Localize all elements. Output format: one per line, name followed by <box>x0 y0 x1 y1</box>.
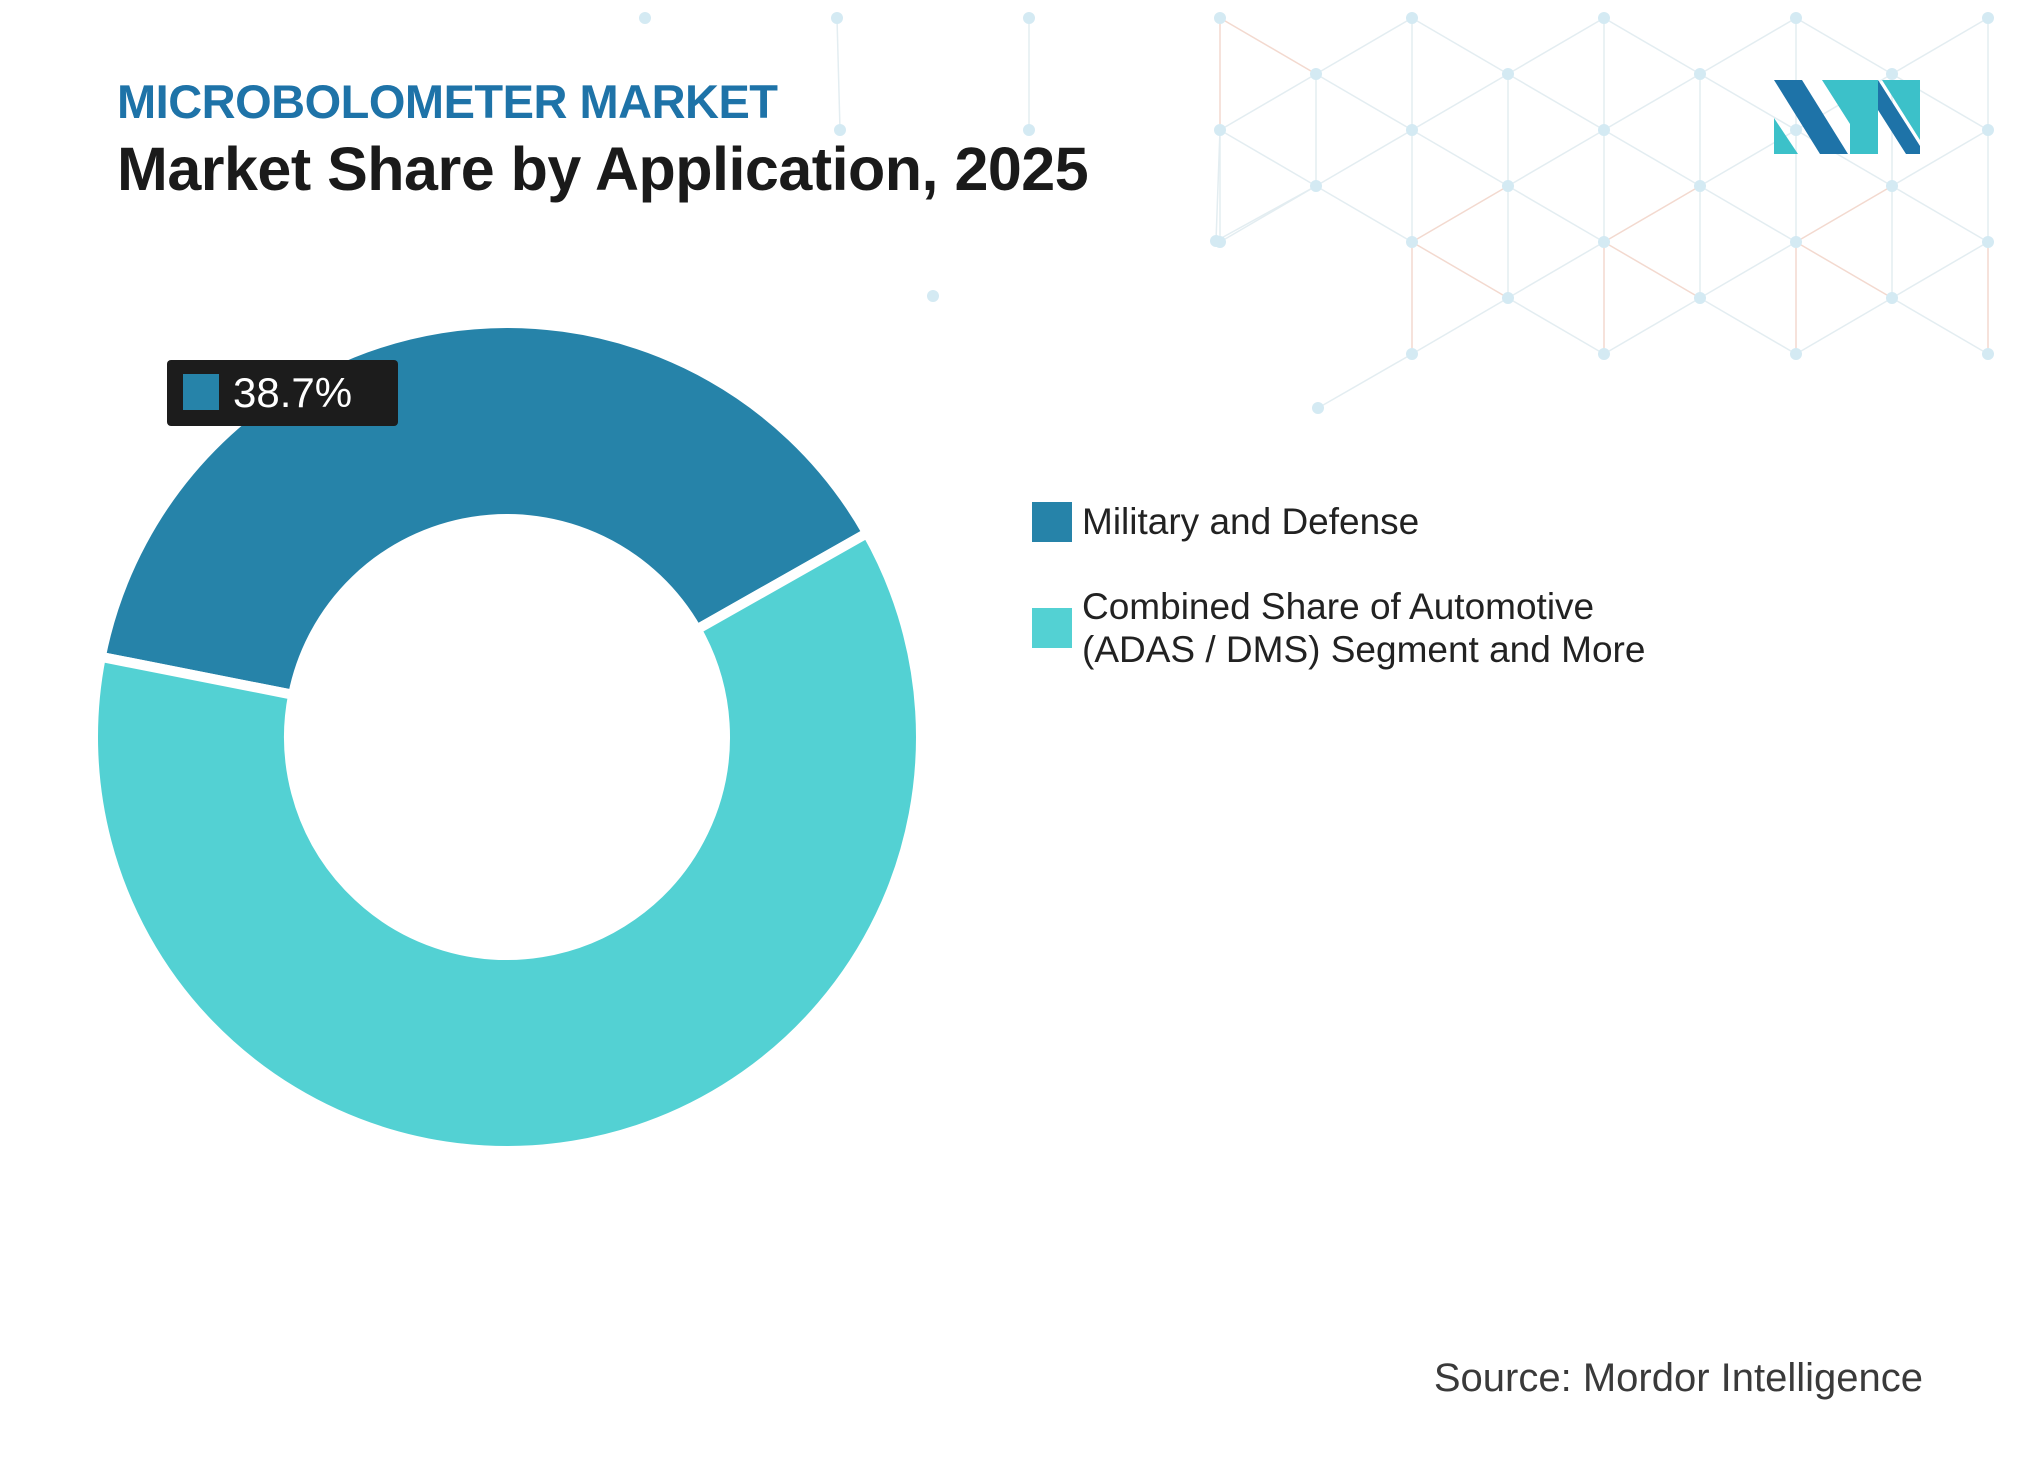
background-line <box>1315 17 1413 75</box>
background-dot <box>1790 348 1802 360</box>
background-line <box>1795 297 1893 355</box>
background-line <box>1215 129 1221 242</box>
mordor-intelligence-logo-icon <box>1774 80 1920 154</box>
background-line <box>1603 297 1701 355</box>
background-line <box>1411 73 1509 131</box>
background-line <box>1795 241 1893 299</box>
background-line <box>1411 185 1509 243</box>
background-line <box>1215 185 1317 242</box>
background-line <box>1699 185 1797 243</box>
background-line <box>1317 353 1413 409</box>
background-line <box>1411 241 1509 299</box>
background-dot <box>1023 124 1035 136</box>
background-line <box>1315 129 1413 187</box>
chart-legend: Military and Defense Combined Share of A… <box>1032 500 1732 713</box>
data-label-swatch <box>183 374 219 410</box>
background-dot <box>1598 12 1610 24</box>
background-line <box>1507 129 1605 187</box>
background-line <box>1891 297 1989 355</box>
background-dot <box>639 12 651 24</box>
background-line <box>1699 73 1797 131</box>
background-line <box>1603 185 1701 243</box>
background-line <box>1411 297 1509 355</box>
background-dot <box>1406 236 1418 248</box>
background-line <box>1603 17 1701 75</box>
background-dot <box>1790 12 1802 24</box>
background-dot <box>1790 124 1802 136</box>
chart-title: Market Share by Application, 2025 <box>117 135 1089 203</box>
background-dot <box>1598 348 1610 360</box>
background-line <box>1891 185 1989 243</box>
background-dot <box>1982 124 1994 136</box>
background-line <box>1891 241 1989 299</box>
background-line <box>1891 17 1989 75</box>
background-dot <box>1886 180 1898 192</box>
background-line <box>1603 73 1701 131</box>
background-dot <box>1310 68 1322 80</box>
background-dot <box>1886 68 1898 80</box>
background-dot <box>927 290 939 302</box>
background-dot <box>1023 12 1035 24</box>
background-line <box>836 17 841 131</box>
background-dot <box>1406 348 1418 360</box>
background-line <box>1795 185 1893 243</box>
background-line <box>1411 129 1509 187</box>
legend-label: Military and Defense <box>1082 501 1420 542</box>
background-line <box>1507 73 1605 131</box>
background-dot <box>1502 68 1514 80</box>
background-dot <box>1982 236 1994 248</box>
background-dot <box>1598 124 1610 136</box>
background-dot <box>1406 12 1418 24</box>
background-dot <box>834 124 846 136</box>
background-line <box>1219 73 1317 131</box>
background-dot <box>1598 236 1610 248</box>
background-dot <box>1502 292 1514 304</box>
chart-kicker: MICROBOLOMETER MARKET <box>117 75 778 128</box>
background-dot <box>1694 68 1706 80</box>
background-line <box>1699 297 1797 355</box>
background-line <box>1315 73 1413 131</box>
legend-label: Combined Share of Automotive (ADAS / DMS… <box>1082 586 1646 670</box>
background-line <box>1699 17 1797 75</box>
background-dot <box>1694 292 1706 304</box>
background-line <box>1507 17 1605 75</box>
legend-swatch <box>1032 608 1072 648</box>
background-dot <box>1214 12 1226 24</box>
background-dot <box>831 12 843 24</box>
donut-slice-automotive-and-more <box>88 526 926 1156</box>
background-dot <box>1982 12 1994 24</box>
background-dot <box>1982 348 1994 360</box>
data-label-box <box>167 360 398 426</box>
background-dot <box>1310 180 1322 192</box>
source-note: Source: Mordor Intelligence <box>1433 1356 1923 1400</box>
background-line <box>1507 297 1605 355</box>
background-line <box>1219 129 1317 187</box>
background-dot <box>1406 124 1418 136</box>
legend-swatch <box>1032 501 1072 542</box>
background-line <box>1699 241 1797 299</box>
legend-item-automotive: Combined Share of Automotive (ADAS / DMS… <box>1032 585 1732 671</box>
legend-item-military: Military and Defense <box>1032 500 1732 543</box>
background-line <box>1315 185 1413 243</box>
background-dot <box>1210 235 1222 247</box>
background-dot <box>1694 180 1706 192</box>
background-dot <box>1312 402 1324 414</box>
background-dot <box>1790 236 1802 248</box>
background-dot <box>1886 292 1898 304</box>
data-label-value: 38.7% <box>233 369 352 416</box>
background-line <box>1507 241 1605 299</box>
background-line <box>1603 241 1701 299</box>
background-line <box>1411 17 1509 75</box>
background-line <box>1507 185 1605 243</box>
background-line <box>1891 129 1989 187</box>
background-line <box>1795 17 1893 75</box>
background-line <box>1603 129 1701 187</box>
background-dot <box>1214 124 1226 136</box>
background-dot <box>1502 180 1514 192</box>
background-line <box>1219 17 1317 75</box>
